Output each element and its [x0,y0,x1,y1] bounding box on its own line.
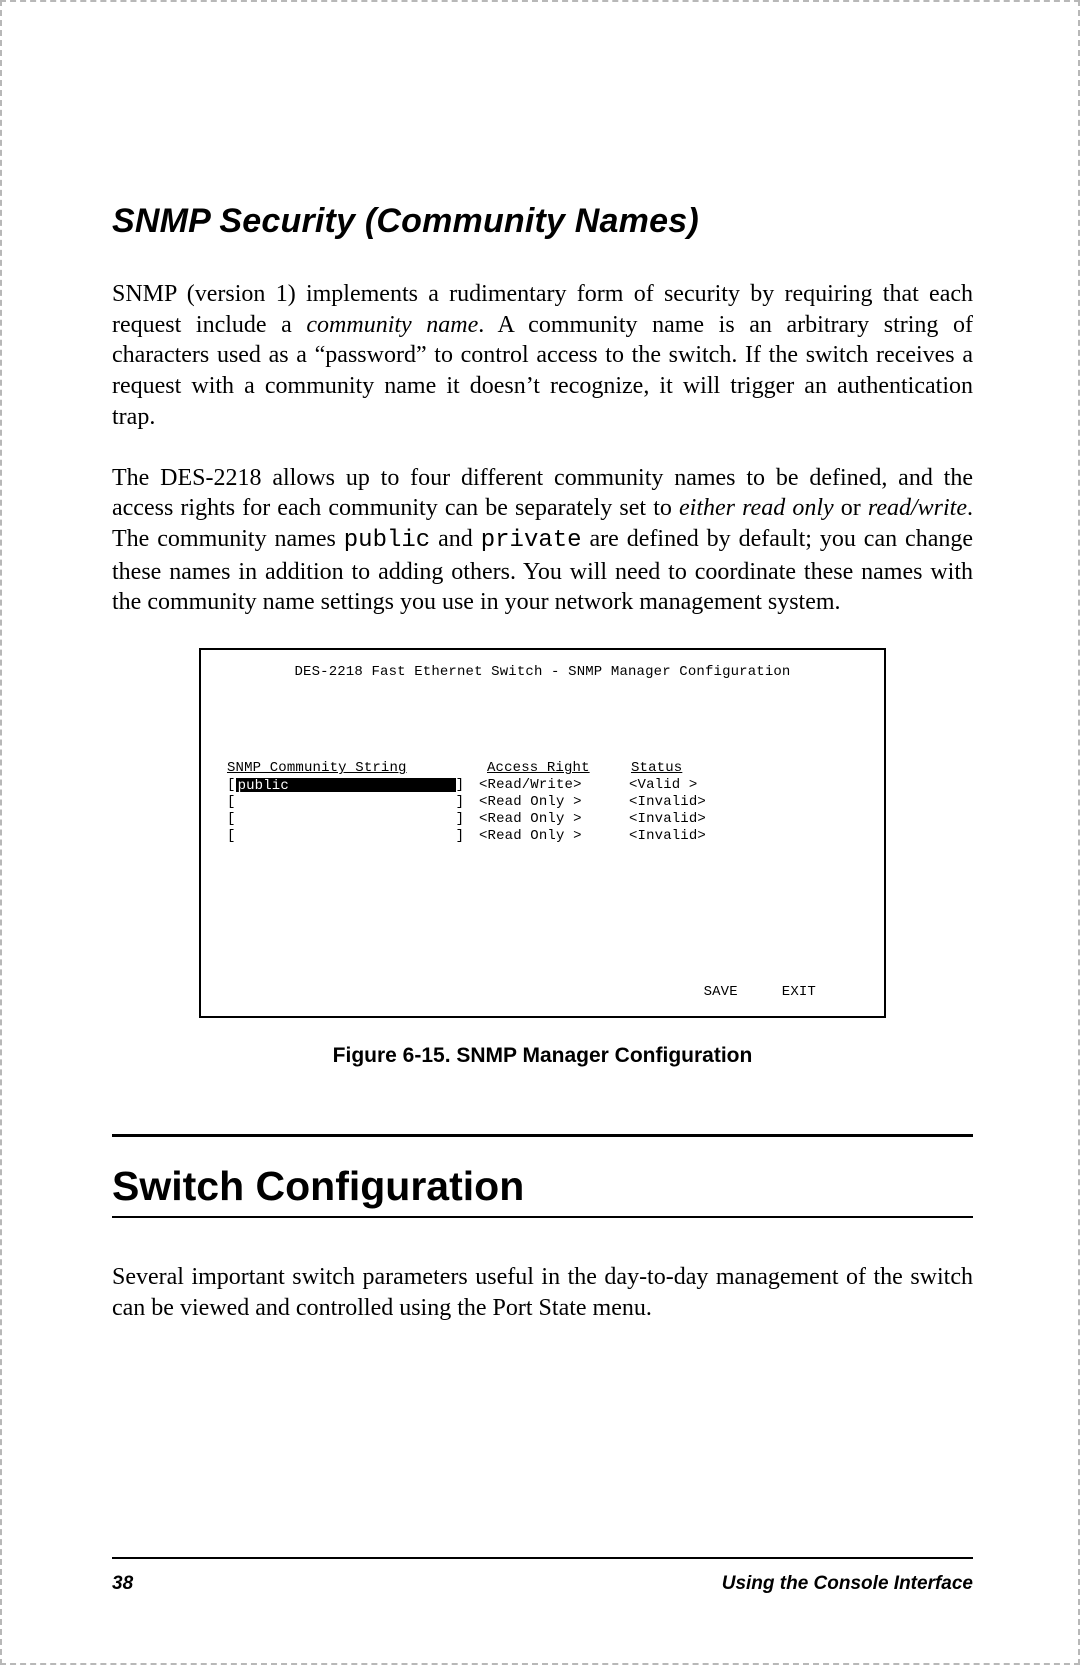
section-divider-top [112,1134,973,1137]
main-heading: Switch Configuration [112,1163,973,1210]
community-input[interactable]: public [236,778,456,792]
terminal-title: DES-2218 Fast Ethernet Switch - SNMP Man… [215,664,870,680]
footer-rule [112,1557,973,1559]
status-value[interactable]: <Invalid> [629,794,769,810]
p2-mono-2: private [481,527,582,554]
p1-italic: community name [306,312,478,338]
section-divider-bottom [112,1216,973,1218]
access-right-value[interactable]: <Read Only > [479,811,629,827]
p2-text-g: and [430,526,481,552]
exit-button[interactable]: EXIT [782,984,816,1000]
footer-right-text: Using the Console Interface [722,1573,973,1595]
community-field-cell: [] [227,794,479,810]
bracket-open: [ [227,794,236,810]
page-number: 38 [112,1573,133,1595]
community-field-cell: [] [227,811,479,827]
col-header-access: Access Right [487,760,631,776]
page-footer: 38 Using the Console Interface [112,1573,973,1595]
paragraph-3: Several important switch parameters usef… [112,1262,973,1323]
terminal-buttons: SAVE EXIT [215,984,870,1006]
figure: DES-2218 Fast Ethernet Switch - SNMP Man… [112,648,973,1068]
terminal-row: []<Read Only ><Invalid> [227,793,870,810]
bracket-close: ] [456,794,465,810]
community-field-cell: [] [227,828,479,844]
bracket-open: [ [227,828,236,844]
terminal-header-row: SNMP Community String Access Right Statu… [227,760,870,776]
status-value[interactable]: <Valid > [629,777,769,793]
terminal-row: []<Read Only ><Invalid> [227,827,870,844]
access-right-value[interactable]: <Read Only > [479,794,629,810]
access-right-value[interactable]: <Read/Write> [479,777,629,793]
save-button[interactable]: SAVE [704,984,738,1000]
community-input[interactable] [236,795,456,809]
bracket-open: [ [227,777,236,793]
paragraph-1: SNMP (version 1) implements a rudimentar… [112,279,973,433]
figure-caption: Figure 6-15. SNMP Manager Configuration [333,1044,753,1068]
bracket-close: ] [456,777,465,793]
p2-text-c: or [834,495,868,521]
p2-italic-1: either read only [679,495,834,521]
community-input[interactable] [236,829,456,843]
col-header-community: SNMP Community String [227,760,487,776]
terminal-rows: [public]<Read/Write><Valid >[]<Read Only… [227,776,870,844]
bracket-close: ] [456,811,465,827]
p2-italic-2: read/write [868,495,967,521]
community-field-cell: [public] [227,777,479,793]
bracket-open: [ [227,811,236,827]
col-header-status: Status [631,760,771,776]
section-heading: SNMP Security (Community Names) [112,202,973,241]
p2-mono-1: public [344,527,430,554]
terminal-row: [public]<Read/Write><Valid > [227,776,870,793]
paragraph-2: The DES-2218 allows up to four different… [112,463,973,619]
terminal-screenshot: DES-2218 Fast Ethernet Switch - SNMP Man… [199,648,886,1018]
status-value[interactable]: <Invalid> [629,811,769,827]
document-page: SNMP Security (Community Names) SNMP (ve… [0,0,1080,1665]
access-right-value[interactable]: <Read Only > [479,828,629,844]
terminal-table: SNMP Community String Access Right Statu… [215,760,870,844]
terminal-row: []<Read Only ><Invalid> [227,810,870,827]
community-input[interactable] [236,812,456,826]
status-value[interactable]: <Invalid> [629,828,769,844]
bracket-close: ] [456,828,465,844]
